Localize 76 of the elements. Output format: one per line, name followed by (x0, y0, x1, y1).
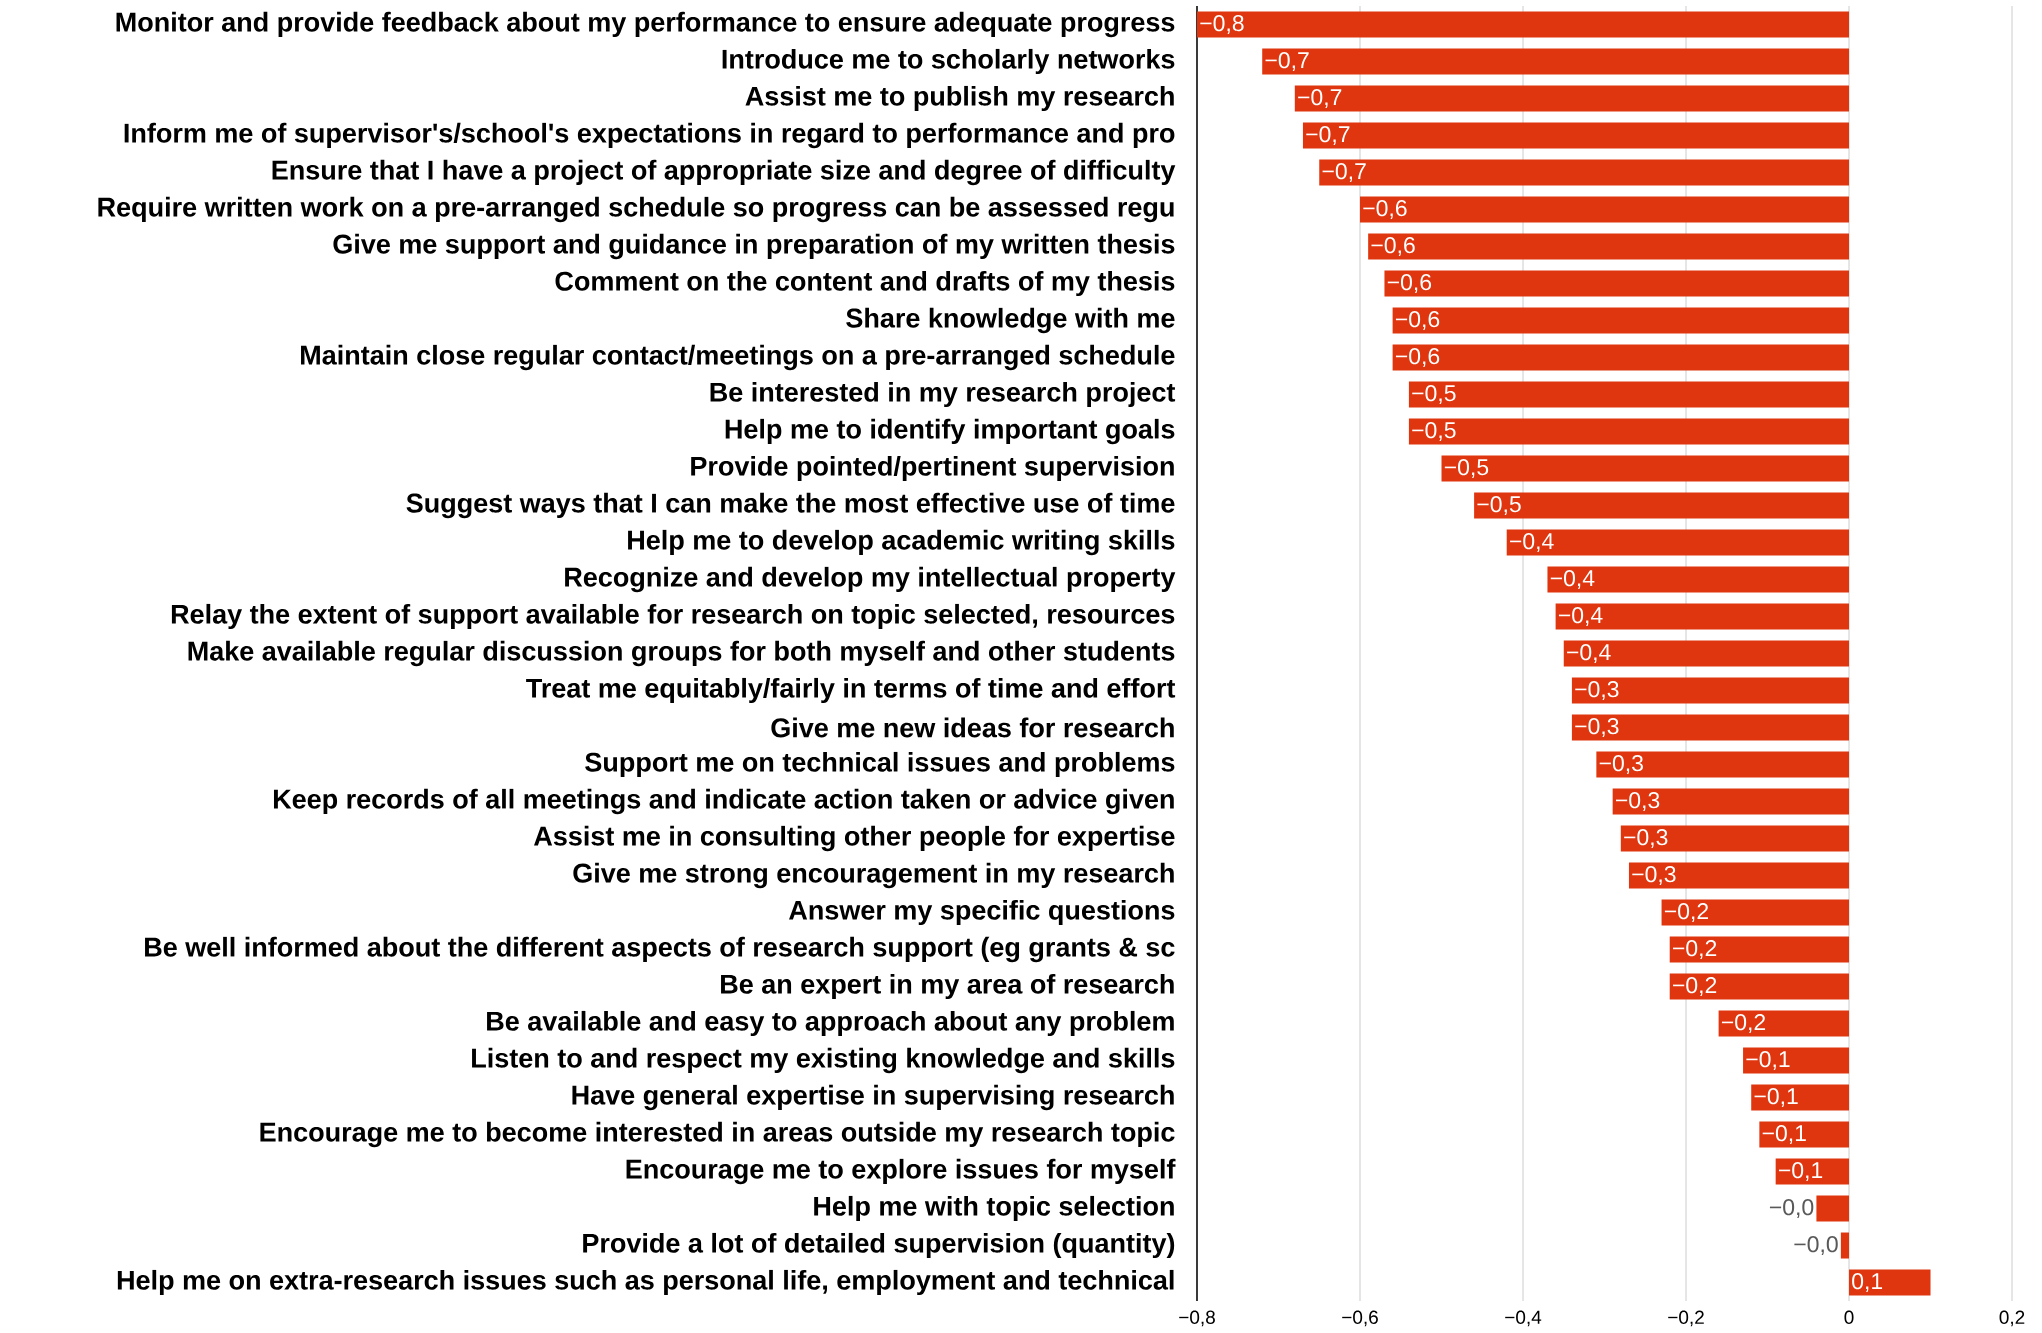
y-tick-label: Comment on the content and drafts of my thesis (555, 270, 1175, 297)
data-label: −0,4 (1567, 644, 1611, 664)
data-label: −0,4 (1558, 607, 1603, 627)
data-label: −0,5 (1444, 459, 1489, 479)
data-label: −0,7 (1298, 89, 1342, 109)
y-tick-label: Give me strong encouragement in my research (573, 862, 1174, 889)
y-tick-label: Provide pointed/pertinent supervision (691, 455, 1174, 482)
y-tick-label: Help me on extra-research issues such as personal life, employment and technical (117, 1269, 1174, 1296)
data-label: −0,8 (1200, 15, 1244, 35)
y-tick-label: Be an expert in my area of research (721, 973, 1174, 1000)
data-label: −0,1 (1746, 1051, 1790, 1071)
y-tick-label: Help me with topic selection (814, 1195, 1174, 1222)
y-tick-label: Give me support and guidance in preparation of my written thesis (333, 233, 1175, 260)
y-tick-label: Encourage me to become interested in areas outside my research topic (260, 1121, 1175, 1148)
y-tick-label: Keep records of all meetings and indicate action taken or advice given (273, 788, 1174, 815)
y-tick-label: Assist me to publish my research (745, 85, 1174, 112)
data-label: −0,1 (1778, 1162, 1823, 1182)
y-tick-label: Listen to and respect my existing knowledge and skills (472, 1047, 1175, 1074)
y-tick-label: Provide a lot of detailed supervision (quantity) (583, 1232, 1175, 1259)
data-label: −0,0 (1794, 1236, 1838, 1256)
y-tick-label: Help me to identify important goals (725, 418, 1175, 445)
x-tick-label: −0,2 (1668, 1310, 1704, 1327)
data-label: 0,1 (1852, 1273, 1883, 1293)
y-tick-label: Assist me in consulting other people for expertise (534, 825, 1175, 852)
data-label: −0,2 (1721, 1014, 1766, 1034)
data-label: −0,5 (1477, 496, 1521, 516)
x-tick-label: −0,8 (1179, 1310, 1215, 1327)
y-tick-label: Help me to develop academic writing skills (628, 529, 1175, 556)
y-tick-label: Make available regular discussion groups for both myself and other students (188, 640, 1175, 667)
y-tick-label: Relay the extent of support available for research on topic selected, resources (171, 603, 1175, 630)
y-tick-label: Answer my specific questions (789, 899, 1175, 926)
data-label: −0,6 (1395, 311, 1440, 331)
y-tick-label: Require written work on a pre-arranged schedule so progress can be assessed regu (98, 196, 1174, 223)
data-label: −0,2 (1664, 903, 1709, 923)
data-label: −0,3 (1599, 755, 1643, 775)
data-label: −0,3 (1632, 866, 1676, 886)
data-label: −0,1 (1754, 1088, 1798, 1108)
y-tick-label: Share knowledge with me (846, 307, 1175, 334)
data-label: −0,1 (1762, 1125, 1806, 1145)
data-label: −0,3 (1624, 829, 1668, 849)
data-label: −0,5 (1412, 385, 1456, 405)
y-tick-label: Ensure that I have a project of appropriate size and degree of difficulty (272, 159, 1176, 186)
x-tick-label: 0,2 (1999, 1310, 2025, 1327)
data-label: −0,6 (1363, 200, 1407, 220)
data-label: −0,7 (1322, 163, 1366, 183)
data-label: −0,3 (1615, 792, 1660, 812)
y-tick-label: Suggest ways that I can make the most effective use of time (406, 492, 1175, 519)
y-tick-label: Give me new ideas for research (771, 717, 1174, 738)
y-tick-label: Encourage me to explore issues for myself (626, 1158, 1176, 1185)
data-label: −0,3 (1575, 681, 1619, 701)
y-tick-label: Introduce me to scholarly networks (722, 48, 1175, 75)
data-label: −0,6 (1395, 348, 1440, 368)
data-label: −0,5 (1412, 422, 1456, 442)
y-tick-label: Be interested in my research project (710, 381, 1176, 408)
data-label: −0,6 (1387, 274, 1432, 294)
y-tick-label: Monitor and provide feedback about my performance to ensure adequate progress (116, 11, 1175, 38)
y-tick-label: Maintain close regular contact/meetings on a pre-arranged schedule (301, 344, 1175, 371)
y-tick-label: Treat me equitably/fairly in terms of time and effort (526, 677, 1176, 704)
y-tick-label: Be well informed about the different aspects of research support (eg grants & sc (145, 936, 1175, 963)
data-label: −0,3 (1575, 718, 1619, 738)
y-tick-label: Be available and easy to approach about any problem (487, 1010, 1174, 1037)
x-tick-label: −0,6 (1342, 1310, 1378, 1327)
x-tick-label: 0 (1844, 1310, 1854, 1324)
y-tick-label: Inform me of supervisor's/school's expectations in regard to performance and pro (124, 122, 1175, 149)
y-tick-label: Recognize and develop my intellectual property (565, 566, 1176, 593)
data-label: −0,6 (1371, 237, 1415, 257)
data-label: −0,7 (1265, 52, 1309, 72)
x-tick-label: −0,4 (1505, 1310, 1542, 1327)
y-tick-label: Have general expertise in supervising research (572, 1084, 1174, 1111)
data-label: −0,2 (1673, 977, 1717, 997)
data-label: −0,7 (1306, 126, 1350, 146)
data-label: −0,0 (1769, 1199, 1814, 1219)
y-tick-label: Support me on technical issues and problems (585, 751, 1175, 778)
data-label: −0,4 (1550, 570, 1595, 590)
data-label: −0,2 (1673, 940, 1717, 960)
data-label: −0,4 (1510, 533, 1554, 553)
